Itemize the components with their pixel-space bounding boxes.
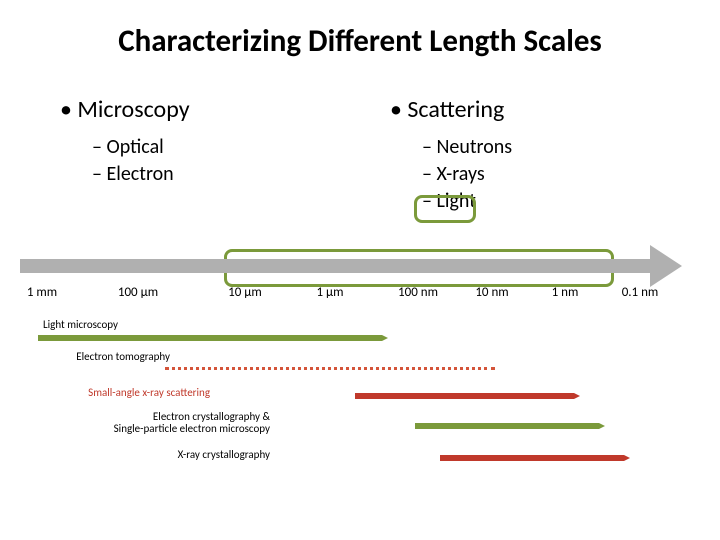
right-item-0: Neutrons	[422, 134, 512, 161]
highlight-box-0	[414, 195, 476, 223]
technique-label-3: Electron crystallography & Single-partic…	[114, 411, 270, 435]
scale-tick-6: 1 nm	[552, 285, 579, 300]
left-item-1: Electron	[92, 161, 190, 188]
technique-label-1: Electron tomography	[76, 351, 170, 363]
length-scale-diagram: 1 mm 100 μm 10 μm 1 μm 100 nm 10 nm 1 nm 0.1 nm…	[20, 245, 700, 505]
right-heading: Scattering	[390, 95, 512, 124]
technique-label-0: Light microscopy	[43, 319, 118, 331]
right-item-1: X-rays	[422, 161, 512, 188]
technique-bar-2	[355, 393, 580, 399]
technique-bar-1	[165, 367, 495, 370]
scale-tick-4: 100 nm	[398, 285, 438, 300]
technique-bar-0	[38, 335, 388, 341]
scale-arrow-head	[650, 245, 682, 287]
scale-arrow-shaft	[20, 259, 650, 273]
technique-bar-4	[440, 455, 630, 461]
technique-label-2: Small-angle x-ray scattering	[88, 387, 210, 399]
scale-tick-1: 100 μm	[118, 285, 158, 300]
scale-tick-2: 10 μm	[228, 285, 262, 300]
left-column: Microscopy Optical Electron	[60, 95, 190, 188]
left-item-0: Optical	[92, 134, 190, 161]
technique-bar-3	[415, 423, 605, 429]
scale-tick-5: 10 nm	[475, 285, 508, 300]
scale-tick-3: 1 μm	[316, 285, 343, 300]
left-heading: Microscopy	[60, 95, 190, 124]
scale-tick-7: 0.1 nm	[622, 285, 659, 300]
technique-label-4: X-ray crystallography	[178, 449, 270, 461]
slide-title: Characterizing Different Length Scales	[0, 22, 720, 60]
scale-tick-0: 1 mm	[27, 285, 57, 300]
